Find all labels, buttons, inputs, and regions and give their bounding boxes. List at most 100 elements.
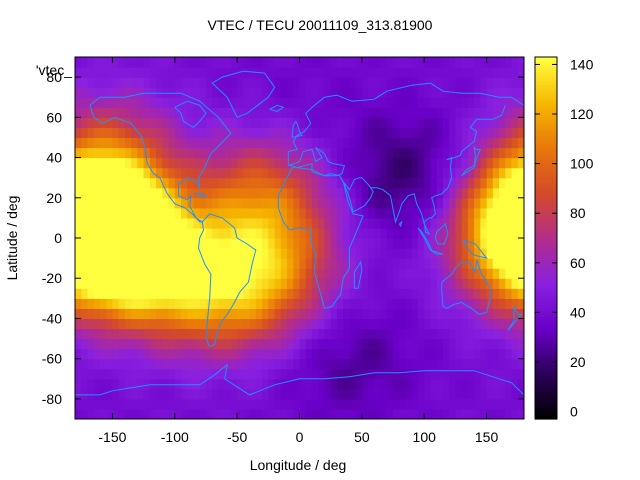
heatmap-cell [293, 338, 301, 350]
heatmap-cell [199, 258, 207, 269]
heatmap-cell [106, 398, 114, 410]
heatmap-cell [399, 107, 407, 118]
heatmap-cell [386, 107, 394, 118]
heatmap-cell [499, 308, 506, 320]
heatmap-cell [237, 328, 244, 340]
heatmap-cell [349, 107, 357, 118]
heatmap-cell [81, 197, 89, 209]
heatmap-cell [436, 167, 444, 179]
heatmap-cell [517, 328, 524, 340]
heatmap-cell [436, 328, 444, 340]
heatmap-cell [199, 238, 207, 249]
heatmap-cell [349, 187, 357, 199]
heatmap-cell [106, 318, 114, 330]
heatmap-cell [499, 348, 506, 360]
heatmap-cell [417, 248, 425, 259]
heatmap-cell [106, 308, 114, 320]
heatmap-cell [174, 227, 182, 239]
heatmap-cell [486, 97, 494, 108]
heatmap-cell [324, 127, 332, 139]
heatmap-cell [99, 308, 107, 320]
heatmap-cell [305, 87, 313, 98]
heatmap-cell [405, 288, 413, 299]
heatmap-cell [156, 358, 163, 370]
heatmap-cell [81, 318, 89, 330]
heatmap-cell [393, 288, 400, 299]
heatmap-cell [461, 187, 469, 199]
heatmap-cell [162, 328, 170, 340]
heatmap-cell [187, 147, 195, 159]
heatmap-cell [474, 127, 481, 139]
heatmap-cell [87, 127, 95, 139]
heatmap-cell [461, 77, 469, 88]
heatmap-cell [467, 217, 475, 229]
heatmap-cell [486, 398, 494, 410]
heatmap-cell [168, 97, 176, 108]
heatmap-cell [393, 87, 400, 98]
coastline [269, 104, 285, 112]
heatmap-cell [361, 107, 369, 118]
heatmap-cell [511, 157, 519, 169]
heatmap-cell [81, 358, 89, 370]
heatmap-cell [243, 177, 251, 189]
heatmap-cell [112, 328, 120, 340]
heatmap-cell [199, 348, 207, 360]
colorbar-band [535, 292, 557, 296]
heatmap-cell [218, 398, 226, 410]
heatmap-cell [355, 177, 363, 189]
heatmap-cell [330, 368, 338, 380]
heatmap-cell [137, 197, 145, 209]
heatmap-cell [81, 378, 89, 390]
heatmap-cell [87, 217, 95, 229]
heatmap-cell [436, 388, 444, 400]
heatmap-cell [124, 398, 132, 410]
heatmap-cell [131, 117, 138, 128]
heatmap-cell [417, 197, 425, 209]
heatmap-cell [224, 77, 232, 88]
heatmap-cell [174, 67, 182, 78]
heatmap-cell [386, 207, 394, 219]
heatmap-cell [280, 288, 288, 299]
heatmap-cell [255, 117, 263, 128]
heatmap-cell [480, 77, 488, 88]
heatmap-cell [268, 177, 276, 189]
colorbar-band [535, 81, 557, 85]
heatmap-cell [505, 268, 513, 279]
heatmap-cell [268, 137, 276, 149]
heatmap-cell [199, 398, 207, 410]
heatmap-cell [205, 398, 213, 410]
heatmap-cell [461, 368, 469, 380]
colorbar-band [535, 216, 557, 221]
heatmap-cell [336, 378, 344, 390]
colorbar-band [535, 400, 557, 405]
heatmap-cell [212, 177, 220, 189]
heatmap-cell [162, 147, 170, 159]
heatmap-cell [343, 177, 350, 189]
heatmap-cell [193, 127, 201, 139]
heatmap-cell [492, 358, 500, 370]
heatmap-cell [193, 187, 201, 199]
heatmap-cell [361, 278, 369, 289]
heatmap-cell [424, 248, 432, 259]
heatmap-cell [430, 127, 438, 139]
heatmap-cell [280, 157, 288, 169]
heatmap-cell [224, 358, 232, 370]
heatmap-cell [118, 308, 126, 320]
heatmap-cell [143, 87, 151, 98]
heatmap-cell [461, 258, 469, 269]
heatmap-cell [349, 368, 357, 380]
heatmap-cell [505, 197, 513, 209]
heatmap-cell [480, 147, 488, 159]
heatmap-cell [237, 388, 244, 400]
heatmap-cell [449, 348, 457, 360]
colorbar-band [535, 129, 557, 134]
heatmap-cell [255, 177, 263, 189]
heatmap-cell [112, 97, 120, 108]
heatmap-cell [318, 288, 326, 299]
heatmap-cell [218, 358, 226, 370]
heatmap-cell [230, 308, 238, 320]
heatmap-cell [193, 328, 201, 340]
heatmap-cell [181, 338, 188, 350]
heatmap-cell [137, 217, 145, 229]
heatmap-cell [237, 298, 244, 309]
